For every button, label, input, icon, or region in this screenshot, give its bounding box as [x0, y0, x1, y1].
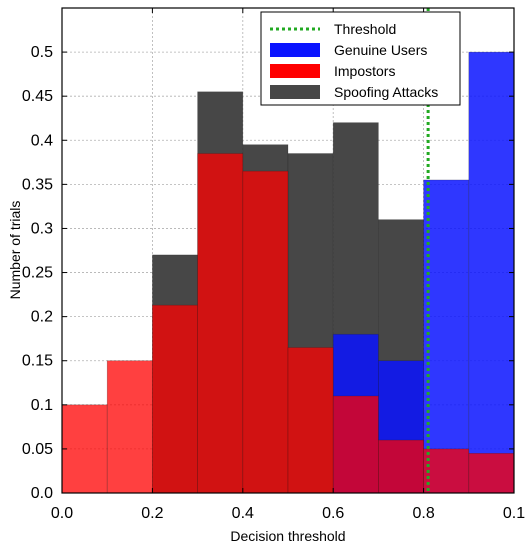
y-tick-label: 0.1 — [31, 397, 53, 414]
x-axis-label: Decision threshold — [230, 528, 345, 544]
legend-item-genuine-users: Genuine Users — [270, 42, 427, 58]
series-impostors — [61, 153, 515, 494]
legend-item-impostors: Impostors — [270, 63, 395, 79]
bar-layer — [61, 51, 515, 494]
y-tick-label: 0.2 — [31, 309, 53, 326]
bar-impostors — [106, 360, 153, 494]
legend-item-threshold: Threshold — [270, 21, 396, 37]
y-tick-label: 0.3 — [31, 220, 53, 237]
plot-frame — [61, 7, 515, 494]
y-tick-label: 0.05 — [22, 441, 53, 458]
legend: Threshold Genuine Users Impostors Spoofing … — [260, 11, 461, 106]
y-tick-label: 0.25 — [22, 265, 53, 282]
x-axis-ticks: 0.0 0.2 0.4 0.6 0.8 0.1 — [51, 8, 525, 522]
y-tick-label: 0.45 — [22, 88, 53, 105]
y-tick-label: 0.35 — [22, 176, 53, 193]
bar-impostors — [287, 347, 334, 494]
y-tick-label: 0.5 — [31, 44, 53, 61]
legend-swatch — [270, 85, 320, 99]
bar-impostors — [423, 448, 470, 494]
bar-impostors — [468, 453, 515, 494]
y-tick-label: 0.4 — [31, 132, 53, 149]
y-axis-ticks: 0.0 0.05 0.1 0.15 0.2 0.25 0.3 0.35 0.4 0.45 0.5 — [22, 44, 514, 502]
bar-genuine-users — [468, 51, 515, 494]
y-tick-label: 0.0 — [31, 485, 53, 502]
bar-genuine-users — [423, 179, 470, 494]
x-tick-label: 0.0 — [51, 505, 73, 522]
bar-impostors — [197, 153, 244, 494]
bar-impostors — [242, 170, 289, 494]
legend-label: Genuine Users — [334, 42, 427, 58]
x-tick-label: 0.2 — [141, 505, 163, 522]
legend-label: Threshold — [334, 21, 396, 37]
y-axis-label: Number of trials — [7, 201, 23, 300]
bar-impostors — [152, 304, 198, 494]
y-tick-label: 0.15 — [22, 353, 53, 370]
legend-label: Impostors — [334, 63, 395, 79]
x-tick-label: 0.6 — [322, 505, 344, 522]
bar-impostors — [378, 439, 424, 494]
bar-impostors — [61, 404, 108, 494]
legend-swatch — [270, 64, 320, 78]
x-tick-label: 0.8 — [412, 505, 434, 522]
legend-item-spoofing-attacks: Spoofing Attacks — [270, 84, 438, 100]
x-tick-label: 0.4 — [232, 505, 254, 522]
bar-impostors — [332, 395, 379, 494]
legend-swatch — [270, 43, 320, 57]
x-tick-label: 0.1 — [503, 505, 525, 522]
legend-label: Spoofing Attacks — [334, 84, 438, 100]
